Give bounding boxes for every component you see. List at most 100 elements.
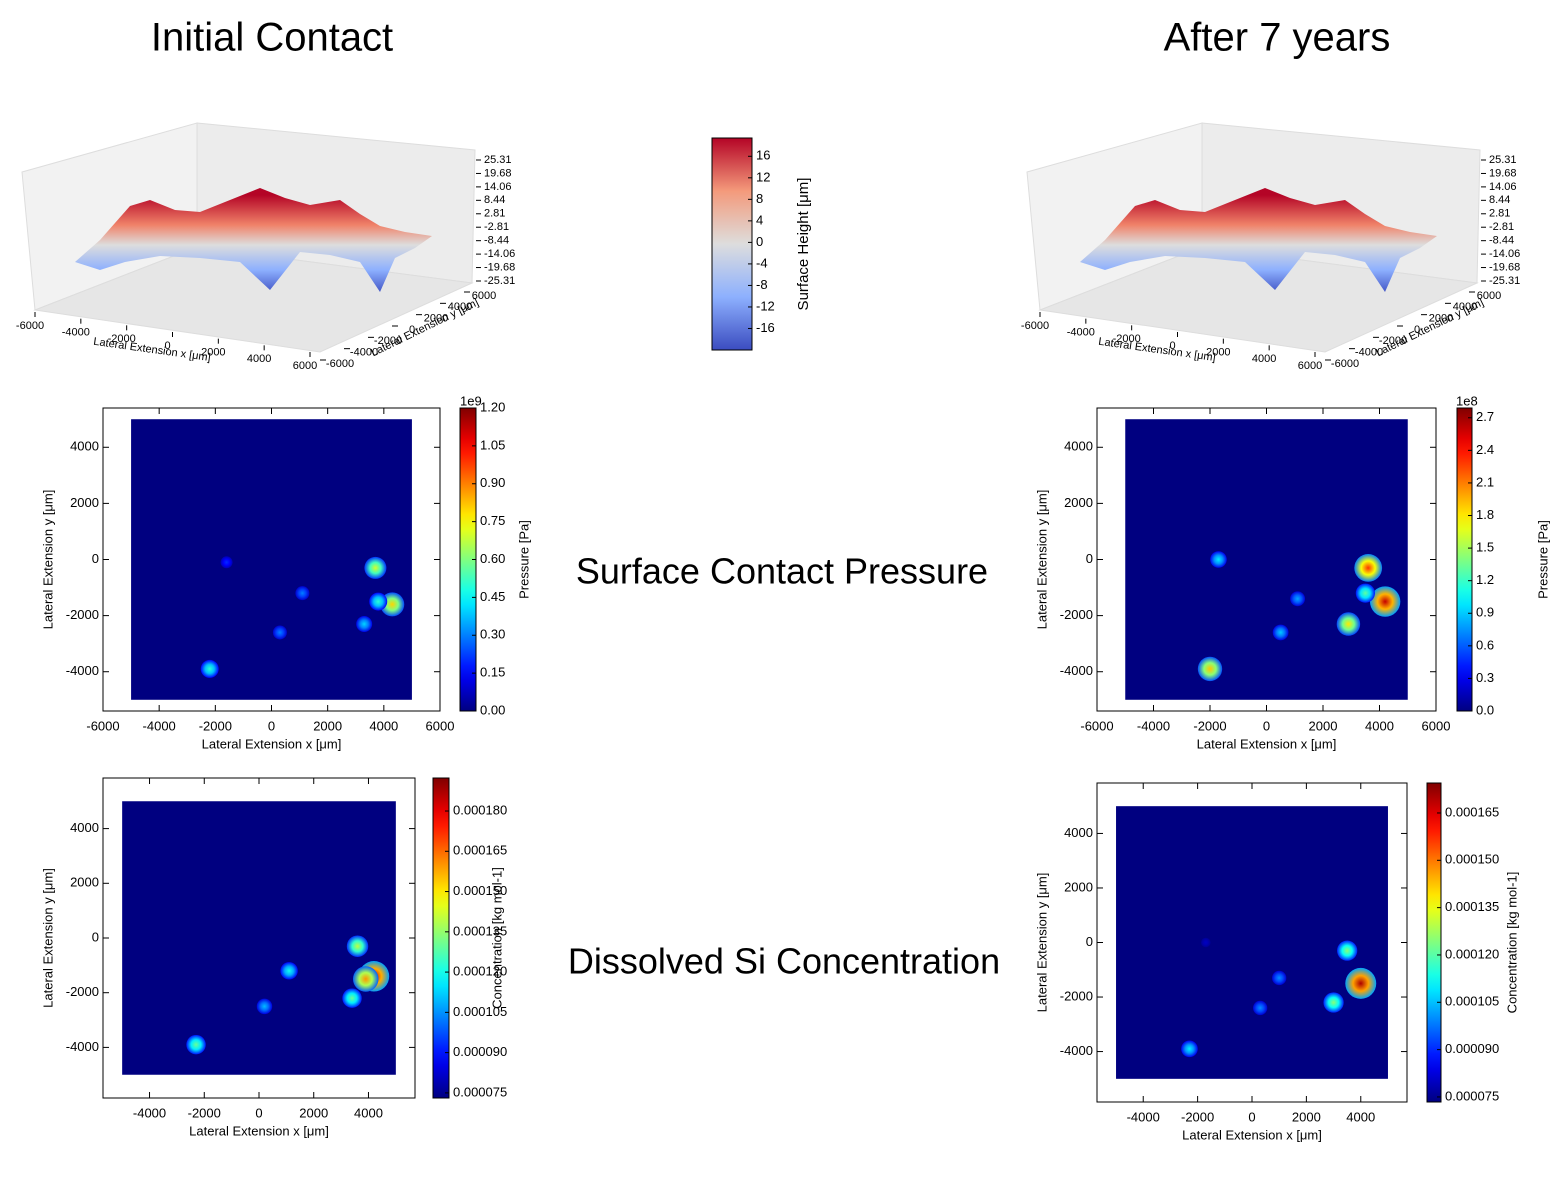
y-axis-label: Lateral Extension y [μm]	[40, 490, 55, 630]
colorbar-tick-label: 0.00	[480, 702, 505, 717]
colorbar-tick-label: -16	[756, 320, 775, 335]
colorbar-tick-label: 0.0	[1476, 702, 1494, 717]
colorbar-tick-label: -8	[756, 277, 768, 292]
hotspot	[364, 556, 387, 579]
colorbar-tick-label: 8	[756, 191, 763, 206]
x-tick-label: -2000	[199, 718, 232, 733]
y-tick-label: -4000	[1060, 1043, 1093, 1058]
colorbar-tick-label: 0.30	[480, 627, 505, 642]
y-tick-label: -2000	[1060, 988, 1093, 1003]
y-tick-label: 2000	[424, 313, 448, 325]
colorbar-label: Surface Height [μm]	[795, 178, 812, 311]
x-tick-label: 4000	[369, 718, 398, 733]
y-tick-label: -2000	[66, 607, 99, 622]
y-tick-label: 4000	[1064, 825, 1093, 840]
colorbar-label: Concentration [kg mol-1]	[1504, 872, 1519, 1014]
y-tick-label: -6000	[1331, 358, 1359, 370]
column-title: Initial Contact	[151, 16, 393, 60]
colorbar-tick-label: 0.000105	[1445, 994, 1499, 1009]
x-tick-label: 2000	[313, 718, 342, 733]
x-axis-label: Lateral Extension x [μm]	[189, 1123, 329, 1138]
colorbar-tick-label: 0.9	[1476, 605, 1494, 620]
hotspot	[369, 592, 388, 611]
y-tick-label: -4000	[1060, 663, 1093, 678]
colorbar-tick-label: 1.5	[1476, 540, 1494, 555]
x-tick-label: 4000	[1365, 718, 1394, 733]
y-tick-label: -2000	[1379, 335, 1407, 347]
colorbar-tick-label: 2.4	[1476, 442, 1494, 457]
hotspot	[1197, 656, 1223, 682]
z-tick-label: 19.68	[484, 167, 512, 179]
hotspot	[1323, 992, 1344, 1013]
colorbar-tick-label: 1.20	[480, 399, 505, 414]
colorbar-tick-label: 0.000165	[453, 843, 507, 858]
y-tick-label: 6000	[1477, 290, 1501, 302]
y-tick-label: 4000	[1453, 301, 1477, 313]
y-tick-label: -4000	[66, 663, 99, 678]
colorbar-tick-label: 0.000165	[1445, 804, 1499, 819]
x-tick-label: -6000	[16, 320, 44, 332]
y-tick-label: -4000	[350, 347, 378, 359]
x-axis-label: Lateral Extension x [μm]	[1182, 1127, 1322, 1142]
hotspot	[1290, 591, 1306, 607]
y-axis-label: Lateral Extension y [μm]	[1034, 873, 1049, 1013]
x-tick-label: 0	[255, 1105, 262, 1120]
colorbar-tick-label: 0.000180	[453, 802, 507, 817]
colorbar-tick-label: 0.6	[1476, 637, 1494, 652]
colorbar-label: Concentration [kg mol-1]	[489, 867, 504, 1009]
x-tick-label: 0	[1263, 718, 1270, 733]
colorbar-offset: 1e9	[460, 393, 482, 408]
hotspot	[1354, 554, 1383, 582]
hotspot	[280, 962, 298, 980]
hotspot	[1369, 586, 1401, 617]
hotspot	[346, 935, 369, 957]
y-tick-label: 0	[1414, 324, 1420, 336]
colorbar-tick-label: 0.75	[480, 513, 505, 528]
z-tick-label: 25.31	[1489, 154, 1517, 166]
colorbar-tick-label: 0.000120	[1445, 946, 1499, 961]
z-tick-label: 8.44	[484, 194, 505, 206]
surface	[75, 188, 432, 292]
colorbar-tick-label: 0.000150	[1445, 852, 1499, 867]
x-tick-label: -4000	[1127, 1109, 1160, 1124]
colorbar	[1456, 407, 1473, 712]
hotspot	[1336, 612, 1361, 636]
z-tick-label: 8.44	[1489, 194, 1510, 206]
colorbar-tick-label: 2.7	[1476, 409, 1494, 424]
x-axis-label: Lateral Extension x [μm]	[202, 736, 342, 751]
x-tick-label: -6000	[1021, 320, 1049, 332]
y-tick-label: 4000	[1064, 439, 1093, 454]
x-tick-label: -2000	[1113, 333, 1141, 345]
z-tick-label: -25.31	[1489, 275, 1520, 287]
y-axis-label: Lateral Extension y [μm]	[1034, 490, 1049, 630]
y-tick-label: 4000	[70, 439, 99, 454]
z-tick-label: -14.06	[484, 248, 515, 260]
z-tick-label: -2.81	[484, 221, 509, 233]
colorbar-label: Pressure [Pa]	[1535, 520, 1550, 599]
y-tick-label: -4000	[66, 1039, 99, 1054]
colorbar-tick-label: 0.000090	[453, 1044, 507, 1059]
colorbar-tick-label: 0.000105	[453, 1004, 507, 1019]
y-tick-label: -2000	[66, 984, 99, 999]
y-tick-label: 2000	[1429, 313, 1453, 325]
colorbar-tick-label: 0.000075	[1445, 1088, 1499, 1103]
hotspot	[1272, 970, 1287, 986]
hotspot	[272, 625, 287, 640]
colorbar-tick-label: -12	[756, 298, 775, 313]
x-tick-label: 4000	[1346, 1109, 1375, 1124]
x-tick-label: -2000	[1181, 1109, 1214, 1124]
y-tick-label: -4000	[1355, 347, 1383, 359]
hotspot	[1355, 583, 1375, 603]
y-tick-label: 0	[409, 324, 415, 336]
colorbar-tick-label: 4	[756, 212, 763, 227]
hotspot	[1272, 624, 1289, 641]
y-tick-label: 0	[1086, 551, 1093, 566]
z-tick-label: 2.81	[1489, 208, 1510, 220]
column-title: After 7 years	[1164, 16, 1391, 60]
x-axis-label: Lateral Extension x [μm]	[1197, 736, 1337, 751]
colorbar-tick-label: 0.000075	[453, 1084, 507, 1099]
z-tick-label: -2.81	[1489, 221, 1514, 233]
colorbar-tick-label: 0.90	[480, 475, 505, 490]
colorbar-tick-label: 0.60	[480, 551, 505, 566]
